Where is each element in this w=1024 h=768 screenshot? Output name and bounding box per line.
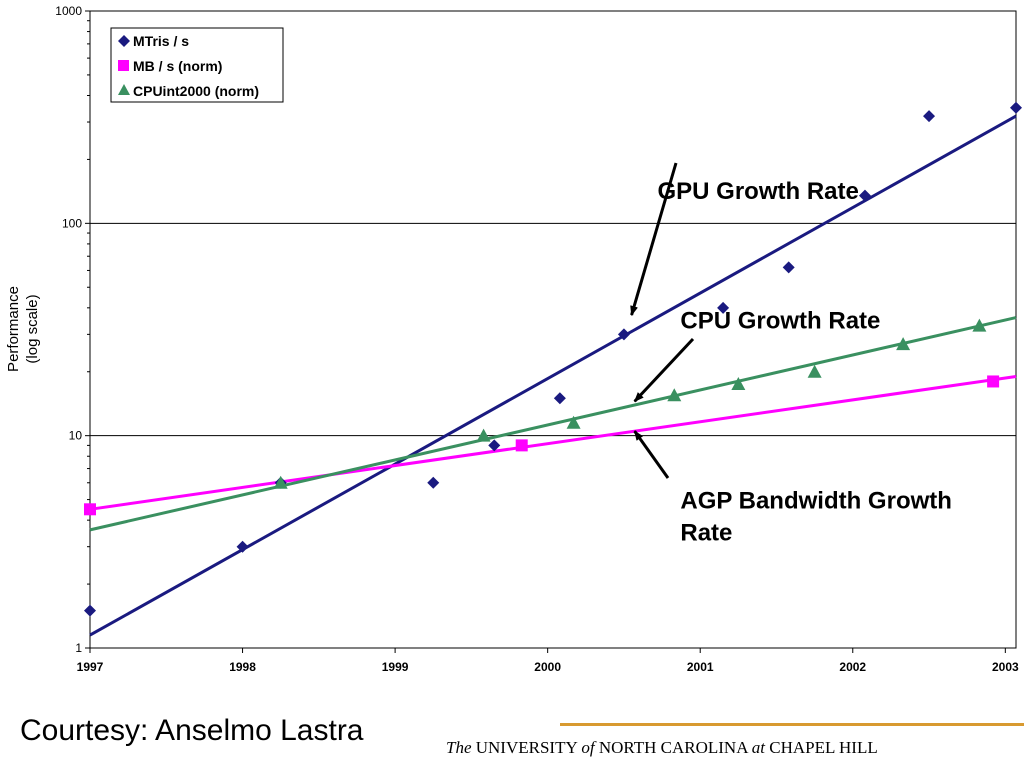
legend-marker-square [118,60,129,71]
annotation-arrow [633,430,670,479]
annotation-arrow [633,337,695,403]
legend-label-mbs: MB / s (norm) [133,58,222,74]
y-tick-label: 1 [75,641,82,655]
univ-north-carolina: NORTH CAROLINA [598,738,748,757]
triangle-point [566,415,581,429]
triangle-point [476,428,491,442]
data-points [84,101,1022,617]
gridlines [90,222,1016,437]
x-tick-label: 2003 [992,660,1019,674]
x-tick-label: 2001 [687,660,714,674]
university-name: The UNIVERSITY of NORTH CAROLINA at CHAP… [446,738,878,758]
diamond-point [553,392,566,405]
univ-of: of [581,738,595,757]
diamond-point [858,189,871,202]
trend-line-triangle [89,316,1017,532]
y-tick-label: 100 [62,216,82,230]
annotation-label: Rate [680,519,732,546]
diamond-point [488,439,501,452]
square-point [987,375,1000,388]
legend-marker-diamond [118,35,130,47]
square-point [515,439,528,452]
diamond-point [782,261,795,274]
y-axis-label: Performance (log scale) [5,286,41,372]
univ-at: at [751,738,766,757]
univ-university: UNIVERSITY [475,738,578,757]
legend-marker-triangle [118,84,130,95]
annotation-label: GPU Growth Rate [657,178,858,205]
y-tick-label: 10 [69,429,83,443]
legend: MTris / s MB / s (norm) CPUint2000 (norm… [110,27,284,103]
triangle-point [972,318,987,332]
annotations: GPU Growth Rate CPU Growth Rate AGP Bandwi… [630,162,952,546]
univ-the: The [446,738,472,757]
legend-box [110,27,284,103]
triangle-point [273,475,288,489]
diamond-point [236,540,249,553]
y-axis-label-line-2: (log scale) [24,294,41,363]
x-tick-label: 1999 [382,660,409,674]
diamond-point [717,301,730,314]
x-tick-label: 2002 [839,660,866,674]
x-axis: 1997 1998 1999 2000 2001 2002 2003 [77,648,1019,674]
diamond-point [427,476,440,489]
annotation-label: AGP Bandwidth Growth [680,487,952,514]
annotation-label: CPU Growth Rate [680,307,880,334]
trend-line-square [89,374,1017,511]
diamond-point [1010,101,1022,114]
diamond-point [84,604,96,617]
triangle-point [807,364,822,378]
legend-label-cpuint: CPUint2000 (norm) [133,83,259,99]
univ-chapel-hill: CHAPEL HILL [769,738,878,757]
plot-area [89,10,1017,649]
y-axis: 1 10 100 1000 [55,4,90,655]
x-tick-label: 1998 [229,660,256,674]
diamond-point [923,110,936,123]
y-tick-label: 1000 [55,4,82,18]
triangle-point [896,337,911,351]
courtesy-credit: Courtesy: Anselmo Lastra [20,714,364,747]
y-axis-label-line-1: Performance [5,286,22,372]
triangle-point [731,377,746,391]
square-point [84,503,96,516]
x-tick-label: 1997 [77,660,104,674]
footer-divider [560,723,1024,726]
diamond-point [617,328,630,341]
annotation-arrow [630,162,678,316]
legend-label-mtris: MTris / s [133,33,189,49]
triangle-point [667,388,682,402]
x-tick-label: 2000 [534,660,561,674]
